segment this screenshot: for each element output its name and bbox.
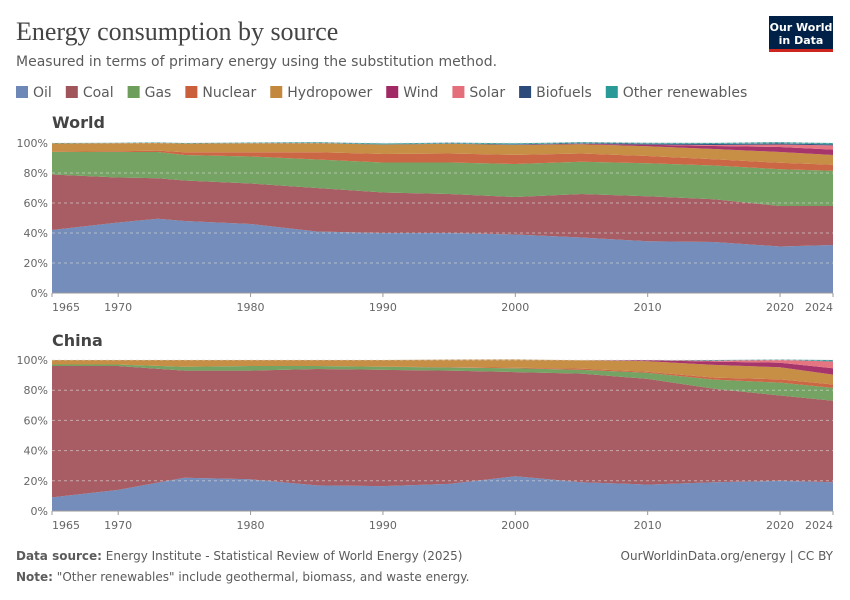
x-tick-label: 1965 xyxy=(52,519,80,532)
x-tick-label: 1970 xyxy=(104,519,132,532)
source-label: Data source: xyxy=(16,549,102,563)
x-tick-label: 2024 xyxy=(805,519,833,532)
note-label: Note: xyxy=(16,570,53,584)
source-text: Energy Institute - Statistical Review of… xyxy=(106,549,463,563)
x-tick-label: 1980 xyxy=(237,519,265,532)
area xyxy=(52,364,833,401)
y-tick-label: 100% xyxy=(17,137,48,150)
y-tick-label: 80% xyxy=(24,167,48,180)
y-tick-label: 100% xyxy=(17,354,48,367)
area xyxy=(52,359,833,385)
y-tick-label: 0% xyxy=(31,505,48,518)
x-tick-label: 1965 xyxy=(52,301,80,314)
legend-label: Oil xyxy=(33,85,52,101)
x-tick-label: 1990 xyxy=(369,301,397,314)
y-tick-label: 40% xyxy=(24,227,48,240)
legend-swatch xyxy=(386,86,399,98)
area xyxy=(52,476,833,511)
legend-swatch xyxy=(127,86,140,98)
logo-stripe xyxy=(769,49,833,52)
area xyxy=(52,150,833,171)
x-tick-label: 1980 xyxy=(237,301,265,314)
legend-swatch xyxy=(16,86,28,98)
x-tick-label: 2024 xyxy=(805,301,833,314)
legend-label: Gas xyxy=(145,85,172,101)
note: Note: "Other renewables" include geother… xyxy=(16,570,469,584)
legend-swatch xyxy=(185,86,198,98)
area xyxy=(52,218,833,293)
legend-swatch xyxy=(605,86,618,98)
legend-swatch xyxy=(519,86,532,98)
credit[interactable]: OurWorldinData.org/energy | CC BY xyxy=(621,549,834,563)
legend-label: Nuclear xyxy=(202,85,256,101)
x-tick-label: 2010 xyxy=(634,301,662,314)
panel-title: World xyxy=(52,113,105,132)
area xyxy=(52,142,833,165)
area xyxy=(52,366,833,498)
legend-label: Other renewables xyxy=(623,85,747,101)
area xyxy=(52,142,833,146)
legend-label: Solar xyxy=(469,85,505,101)
area xyxy=(52,152,833,206)
legend-label: Biofuels xyxy=(536,85,592,101)
legend-swatch xyxy=(65,86,78,98)
y-tick-label: 20% xyxy=(24,257,48,270)
subtitle: Measured in terms of primary energy usin… xyxy=(16,54,497,70)
y-tick-label: 60% xyxy=(24,414,48,427)
x-tick-label: 2010 xyxy=(634,519,662,532)
source: Data source: Energy Institute - Statisti… xyxy=(16,549,462,563)
area xyxy=(52,174,833,247)
y-tick-label: 60% xyxy=(24,197,48,210)
chart-title: Energy consumption by source xyxy=(16,17,338,46)
logo-text: in Data xyxy=(779,34,824,47)
x-tick-label: 2020 xyxy=(766,519,794,532)
legend-swatch xyxy=(270,86,283,98)
area xyxy=(52,142,833,155)
logo-text: Our World xyxy=(770,21,833,34)
legend-label: Hydropower xyxy=(287,85,372,101)
logo-box[interactable] xyxy=(769,16,833,52)
y-tick-label: 80% xyxy=(24,384,48,397)
x-tick-label: 2000 xyxy=(501,301,529,314)
y-tick-label: 20% xyxy=(24,475,48,488)
x-tick-label: 2000 xyxy=(501,519,529,532)
area xyxy=(52,142,833,150)
note-text: "Other renewables" include geothermal, b… xyxy=(57,570,470,584)
legend-label: Wind xyxy=(403,85,438,101)
legend-swatch xyxy=(452,86,465,98)
legend: Oil Coal Gas Nuclear Hydropower Wind Solar Biof… xyxy=(16,85,747,101)
x-tick-label: 1990 xyxy=(369,519,397,532)
y-tick-label: 0% xyxy=(31,287,48,300)
y-tick-label: 40% xyxy=(24,445,48,458)
x-tick-label: 1970 xyxy=(104,301,132,314)
legend-label: Coal xyxy=(83,85,114,101)
x-tick-label: 2020 xyxy=(766,301,794,314)
panel-title: China xyxy=(52,331,103,350)
